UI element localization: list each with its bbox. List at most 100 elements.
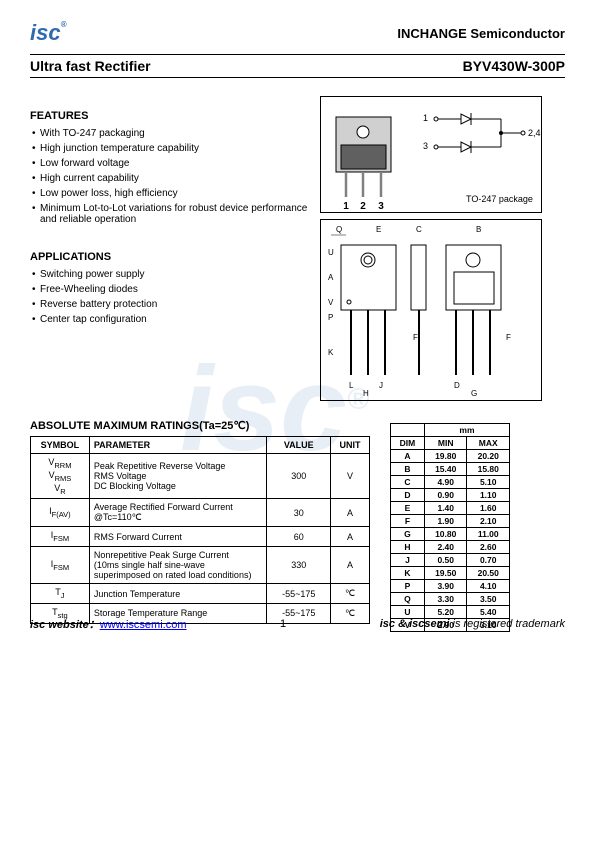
rating-symbol: VRRMVRMSVR [31, 454, 90, 499]
svg-text:K: K [328, 348, 334, 357]
dim-max: 15.80 [467, 463, 510, 476]
rating-value: 300 [267, 454, 331, 499]
dim-label: C [391, 476, 425, 489]
svg-text:2,4: 2,4 [528, 128, 541, 138]
applications-list: Switching power supply Free-Wheeling dio… [30, 267, 310, 327]
svg-text:Q: Q [336, 225, 342, 234]
features-list: With TO-247 packaging High junction temp… [30, 126, 310, 227]
company-name: INCHANGE Semiconductor [397, 26, 565, 41]
dim-min: 15.40 [424, 463, 467, 476]
application-item: Reverse battery protection [30, 297, 310, 312]
ratings-col-symbol: SYMBOL [31, 437, 90, 454]
svg-text:V: V [328, 298, 334, 307]
dim-label: A [391, 450, 425, 463]
logo-reg: ® [61, 20, 67, 29]
rating-symbol: IF(AV) [31, 499, 90, 527]
rating-parameter: Peak Repetitive Reverse Voltage RMS Volt… [89, 454, 267, 499]
table-row: K19.5020.50 [391, 567, 510, 580]
rating-parameter: Junction Temperature [89, 584, 267, 604]
dim-max: 2.10 [467, 515, 510, 528]
svg-text:H: H [363, 389, 369, 398]
dim-max: 11.00 [467, 528, 510, 541]
applications-heading: APPLICATIONS [30, 251, 310, 263]
application-item: Switching power supply [30, 267, 310, 282]
pinout-diagram: 1 2 3 1 3 [320, 96, 542, 213]
dim-min: 1.90 [424, 515, 467, 528]
feature-item: High current capability [30, 171, 310, 186]
features-heading: FEATURES [30, 110, 310, 122]
svg-text:L: L [349, 381, 354, 390]
dim-max: 3.50 [467, 593, 510, 606]
dim-label: Q [391, 593, 425, 606]
dim-max: 4.10 [467, 580, 510, 593]
dim-col-dim: DIM [391, 437, 425, 450]
part-number: BYV430W-300P [463, 58, 565, 74]
rating-parameter: Nonrepetitive Peak Surge Current (10ms s… [89, 547, 267, 584]
table-row: B15.4015.80 [391, 463, 510, 476]
feature-item: Minimum Lot-to-Lot variations for robust… [30, 201, 310, 227]
application-item: Free-Wheeling diodes [30, 282, 310, 297]
table-row: C4.905.10 [391, 476, 510, 489]
table-row: F1.902.10 [391, 515, 510, 528]
dim-min: 3.90 [424, 580, 467, 593]
rating-symbol: IFSM [31, 527, 90, 547]
dim-min: 0.90 [424, 489, 467, 502]
footer: isc website：www.iscsemi.com 1 isc & iscs… [30, 616, 565, 632]
dim-max: 1.60 [467, 502, 510, 515]
dim-label: K [391, 567, 425, 580]
rating-unit: ℃ [331, 584, 370, 604]
dim-min: 10.80 [424, 528, 467, 541]
website-link[interactable]: www.iscsemi.com [100, 619, 187, 631]
doc-title: Ultra fast Rectifier [30, 58, 151, 74]
svg-text:U: U [328, 248, 334, 257]
table-row: VRRMVRMSVRPeak Repetitive Reverse Voltag… [31, 454, 370, 499]
dim-max: 1.10 [467, 489, 510, 502]
svg-text:J: J [379, 381, 383, 390]
ratings-col-unit: UNIT [331, 437, 370, 454]
logo: isc® [30, 20, 67, 46]
table-row: E1.401.60 [391, 502, 510, 515]
rating-parameter: Average Rectified Forward Current @Tc=11… [89, 499, 267, 527]
rating-symbol: TJ [31, 584, 90, 604]
dim-min: 1.40 [424, 502, 467, 515]
svg-text:G: G [471, 389, 477, 398]
dim-label: H [391, 541, 425, 554]
table-row: P3.904.10 [391, 580, 510, 593]
dim-min: 3.30 [424, 593, 467, 606]
feature-item: With TO-247 packaging [30, 126, 310, 141]
dim-max: 5.10 [467, 476, 510, 489]
table-row: Q3.303.50 [391, 593, 510, 606]
table-row: H2.402.60 [391, 541, 510, 554]
svg-text:3: 3 [423, 141, 428, 151]
table-row: TJJunction Temperature-55~175℃ [31, 584, 370, 604]
rating-unit: A [331, 547, 370, 584]
svg-text:F: F [413, 333, 418, 342]
dim-min: 19.80 [424, 450, 467, 463]
svg-text:D: D [454, 381, 460, 390]
svg-text:1: 1 [423, 113, 428, 123]
page-number: 1 [280, 618, 286, 630]
table-row: A19.8020.20 [391, 450, 510, 463]
dim-label: F [391, 515, 425, 528]
table-row: IF(AV)Average Rectified Forward Current … [31, 499, 370, 527]
rating-value: 330 [267, 547, 331, 584]
dim-mm-header: mm [424, 424, 509, 437]
dim-max: 20.20 [467, 450, 510, 463]
package-drawing: Q E U A V P K L J H [320, 219, 542, 401]
dim-label: B [391, 463, 425, 476]
dim-max: 2.60 [467, 541, 510, 554]
header-row: isc® INCHANGE Semiconductor [30, 20, 565, 46]
table-row: IFSMNonrepetitive Peak Surge Current (10… [31, 547, 370, 584]
dim-col-min: MIN [424, 437, 467, 450]
dimensions-table: mm DIM MIN MAX A19.8020.20B15.4015.80C4.… [390, 423, 510, 632]
title-bar: Ultra fast Rectifier BYV430W-300P [30, 54, 565, 78]
table-row: IFSMRMS Forward Current60A [31, 527, 370, 547]
dim-min: 2.40 [424, 541, 467, 554]
rating-symbol: IFSM [31, 547, 90, 584]
dim-min: 19.50 [424, 567, 467, 580]
svg-text:TO-247 package: TO-247 package [466, 194, 533, 204]
dim-col-max: MAX [467, 437, 510, 450]
feature-item: Low power loss, high efficiency [30, 186, 310, 201]
table-row: J0.500.70 [391, 554, 510, 567]
svg-text:A: A [328, 273, 334, 282]
